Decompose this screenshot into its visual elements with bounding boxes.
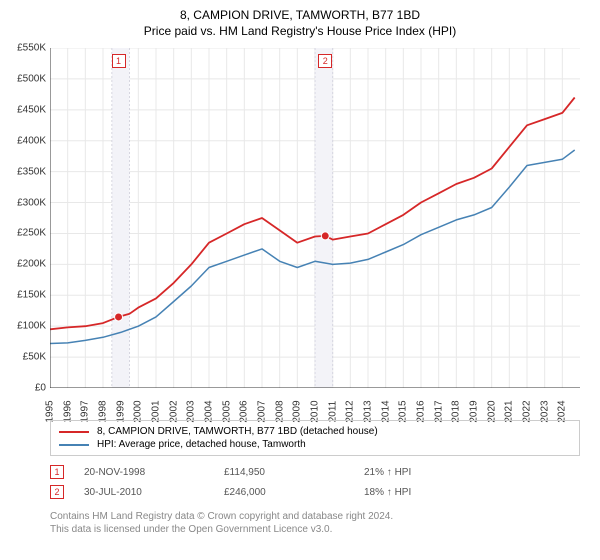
y-axis-label: £250K <box>2 228 46 239</box>
sale-row: 2 30-JUL-2010 £246,000 18% ↑ HPI <box>50 482 504 502</box>
sale-marker-icon: 2 <box>50 485 64 499</box>
legend-label: 8, CAMPION DRIVE, TAMWORTH, B77 1BD (det… <box>97 426 378 437</box>
legend: 8, CAMPION DRIVE, TAMWORTH, B77 1BD (det… <box>50 420 580 456</box>
y-axis-label: £50K <box>2 352 46 363</box>
legend-row: 8, CAMPION DRIVE, TAMWORTH, B77 1BD (det… <box>59 425 571 438</box>
chart-title: 8, CAMPION DRIVE, TAMWORTH, B77 1BD <box>0 0 600 22</box>
y-axis-label: £300K <box>2 197 46 208</box>
y-axis-label: £500K <box>2 73 46 84</box>
legend-swatch <box>59 444 89 446</box>
sale-marker-icon: 1 <box>50 465 64 479</box>
note-line: This data is licensed under the Open Gov… <box>50 523 393 536</box>
y-axis-label: £550K <box>2 43 46 54</box>
sale-date: 20-NOV-1998 <box>84 467 224 478</box>
sale-price: £114,950 <box>224 467 364 478</box>
sale-row: 1 20-NOV-1998 £114,950 21% ↑ HPI <box>50 462 504 482</box>
chart-container: 8, CAMPION DRIVE, TAMWORTH, B77 1BD Pric… <box>0 0 600 560</box>
y-axis-label: £0 <box>2 383 46 394</box>
y-axis-label: £150K <box>2 290 46 301</box>
y-axis-label: £200K <box>2 259 46 270</box>
y-axis-label: £100K <box>2 321 46 332</box>
sales-table: 1 20-NOV-1998 £114,950 21% ↑ HPI 2 30-JU… <box>50 462 504 502</box>
legend-row: HPI: Average price, detached house, Tamw… <box>59 438 571 451</box>
y-axis-label: £400K <box>2 135 46 146</box>
chart-plot-area: £0£50K£100K£150K£200K£250K£300K£350K£400… <box>50 48 580 388</box>
y-axis-label: £450K <box>2 104 46 115</box>
legend-label: HPI: Average price, detached house, Tamw… <box>97 439 306 450</box>
copyright-note: Contains HM Land Registry data © Crown c… <box>50 510 393 536</box>
chart-subtitle: Price paid vs. HM Land Registry's House … <box>0 22 600 38</box>
sale-delta: 18% ↑ HPI <box>364 487 504 498</box>
y-axis-label: £350K <box>2 166 46 177</box>
sale-marker-label: 2 <box>318 54 332 68</box>
chart-svg <box>50 48 580 388</box>
note-line: Contains HM Land Registry data © Crown c… <box>50 510 393 523</box>
sale-date: 30-JUL-2010 <box>84 487 224 498</box>
sale-price: £246,000 <box>224 487 364 498</box>
sale-delta: 21% ↑ HPI <box>364 467 504 478</box>
legend-swatch <box>59 431 89 433</box>
sale-marker-label: 1 <box>112 54 126 68</box>
